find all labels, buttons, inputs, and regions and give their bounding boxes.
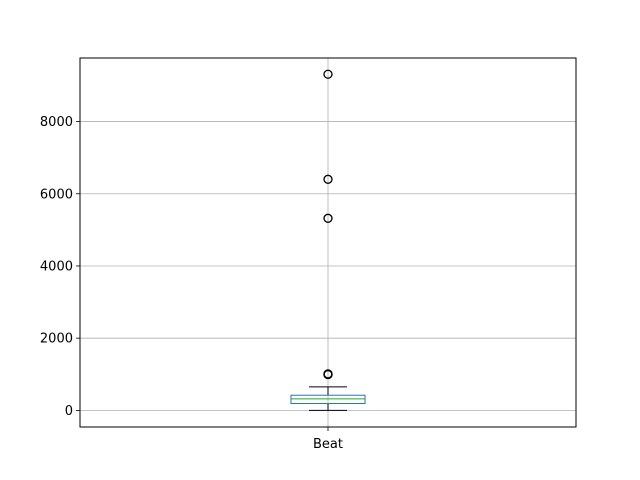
outlier-point — [323, 174, 333, 184]
y-tick-label: 4000 — [40, 259, 73, 274]
x-axis: Beat — [313, 427, 343, 452]
boxes — [290, 69, 366, 411]
outlier-point — [323, 369, 333, 379]
y-axis: 0 2000 4000 6000 8000 — [40, 115, 80, 419]
y-tick-label: 8000 — [40, 115, 73, 130]
x-tick-label: Beat — [313, 437, 343, 452]
outlier-point — [323, 69, 333, 79]
y-tick-label: 6000 — [40, 187, 73, 202]
y-tick-label: 2000 — [40, 332, 73, 347]
outlier-point — [323, 213, 333, 223]
iqr-box — [290, 394, 366, 405]
grid-lines — [80, 58, 576, 427]
plot-frame — [79, 57, 577, 428]
y-tick-label: 0 — [65, 404, 73, 419]
